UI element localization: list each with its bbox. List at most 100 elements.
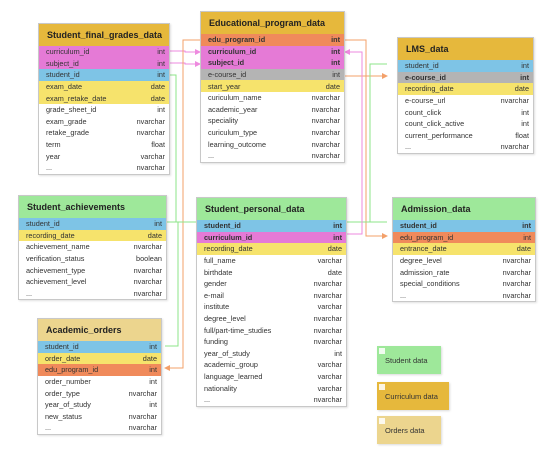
column-name: subject_id: [208, 58, 245, 68]
column-type: varchar: [317, 360, 342, 370]
table-row: ... nvarchar: [201, 150, 344, 162]
column-name: recording_date: [204, 244, 253, 254]
column-type: nvarchar: [128, 423, 157, 433]
column-name: recording_date: [26, 230, 75, 240]
column-type: int: [332, 70, 340, 80]
column-name: curriculum_id: [208, 46, 257, 56]
column-type: nvarchar: [133, 288, 162, 298]
table-row: speciality nvarchar: [201, 115, 344, 127]
column-type: float: [151, 140, 165, 150]
table-row: ... nvarchar: [197, 394, 346, 406]
column-name: curriculum_id: [204, 232, 253, 242]
table-row: ... nvarchar: [393, 290, 535, 302]
link-edu-program-orders: [164, 39, 200, 371]
legend-label: Curriculum data: [385, 392, 438, 401]
column-name: order_number: [45, 377, 91, 387]
column-name: order_date: [45, 353, 81, 363]
column-name: curiculum_type: [208, 128, 258, 138]
table-orders: Academic_orders student_id int order_date da…: [37, 318, 162, 435]
table-row: start_year date: [201, 80, 344, 92]
column-type: int: [523, 232, 531, 242]
table-row: year varchar: [39, 150, 169, 162]
table-edu_program: Educational_program_data edu_program_id in…: [200, 11, 345, 163]
table-row: curiculum_type nvarchar: [201, 127, 344, 139]
column-type: int: [331, 58, 340, 68]
column-name: admission_rate: [400, 267, 450, 277]
column-name: academic_group: [204, 360, 258, 370]
table-achievements: Student_achievements student_id int recordi…: [18, 195, 167, 301]
column-type: nvarchar: [128, 411, 157, 421]
table-row: achievement_name nvarchar: [19, 241, 166, 253]
table-title: Student_personal_data: [197, 198, 346, 220]
column-name: current_performance: [405, 130, 473, 140]
column-type: nvarchar: [313, 290, 342, 300]
table-row: entrance_date date: [393, 243, 535, 255]
column-name: count_click_active: [405, 119, 465, 129]
column-type: int: [521, 107, 529, 117]
table-title: Student_achievements: [19, 196, 166, 218]
table-row: curriculum_id int: [197, 231, 346, 244]
column-type: nvarchar: [502, 279, 531, 289]
legend-swatch: [377, 382, 449, 410]
column-name: student_id: [405, 61, 439, 71]
column-type: nvarchar: [313, 337, 342, 347]
column-type: date: [327, 267, 342, 277]
column-name: year_of_study: [45, 400, 91, 410]
column-name: nationality: [204, 383, 237, 393]
column-name: retake_grade: [46, 128, 90, 138]
column-type: nvarchar: [502, 267, 531, 277]
table-row: recording_date date: [19, 229, 166, 242]
table-row: e-course_id int: [201, 68, 344, 81]
column-type: float: [515, 130, 529, 140]
table-row: year_of_study int: [38, 399, 161, 411]
table-row: birthdate date: [197, 266, 346, 278]
legend-label: Student data: [385, 356, 428, 365]
column-name: year_of_study: [204, 348, 250, 358]
table-row: achievement_type nvarchar: [19, 264, 166, 276]
table-row: subject_id int: [39, 57, 169, 70]
column-type: nvarchar: [502, 290, 531, 300]
column-type: nvarchar: [313, 279, 342, 289]
column-name: e-course_id: [208, 70, 247, 80]
column-type: nvarchar: [136, 116, 165, 126]
column-name: edu_program_id: [400, 232, 454, 242]
column-type: nvarchar: [311, 139, 340, 149]
column-type: int: [521, 61, 529, 71]
table-row: exam_retake_date date: [39, 92, 169, 104]
table-row: exam_grade nvarchar: [39, 116, 169, 128]
column-name: year: [46, 151, 61, 161]
table-row: edu_program_id int: [201, 34, 344, 46]
column-type: nvarchar: [128, 388, 157, 398]
column-name: speciality: [208, 116, 239, 126]
table-row: curriculum_id int: [201, 45, 344, 58]
column-type: nvarchar: [311, 104, 340, 114]
column-type: nvarchar: [136, 163, 165, 173]
link-student-final-grades: [168, 74, 196, 223]
column-name: student_id: [204, 221, 241, 231]
table-row: degree_level nvarchar: [393, 255, 535, 267]
column-name: achievement_name: [26, 242, 90, 252]
link-subject-id: [168, 61, 201, 67]
column-name: ...: [204, 395, 211, 405]
column-type: int: [149, 365, 157, 375]
table-row: ... nvarchar: [398, 141, 533, 153]
column-type: date: [150, 82, 165, 92]
link-curriculum-id: [168, 49, 201, 55]
column-name: institute: [204, 302, 230, 312]
table-row: subject_id int: [201, 57, 344, 69]
column-type: varchar: [140, 151, 165, 161]
column-name: student_id: [26, 219, 60, 229]
column-name: achievement_level: [26, 277, 87, 287]
column-name: gender: [204, 279, 227, 289]
column-name: student_id: [46, 70, 80, 80]
column-type: nvarchar: [133, 242, 162, 252]
table-row: order_type nvarchar: [38, 387, 161, 399]
column-type: nvarchar: [311, 128, 340, 138]
table-row: curriculum_id int: [39, 46, 169, 58]
table-row: ... nvarchar: [19, 288, 166, 300]
column-type: date: [516, 244, 531, 254]
column-type: int: [331, 35, 340, 45]
table-row: nationality varchar: [197, 382, 346, 394]
table-row: recording_date date: [197, 243, 346, 255]
column-name: language_learned: [204, 372, 263, 382]
